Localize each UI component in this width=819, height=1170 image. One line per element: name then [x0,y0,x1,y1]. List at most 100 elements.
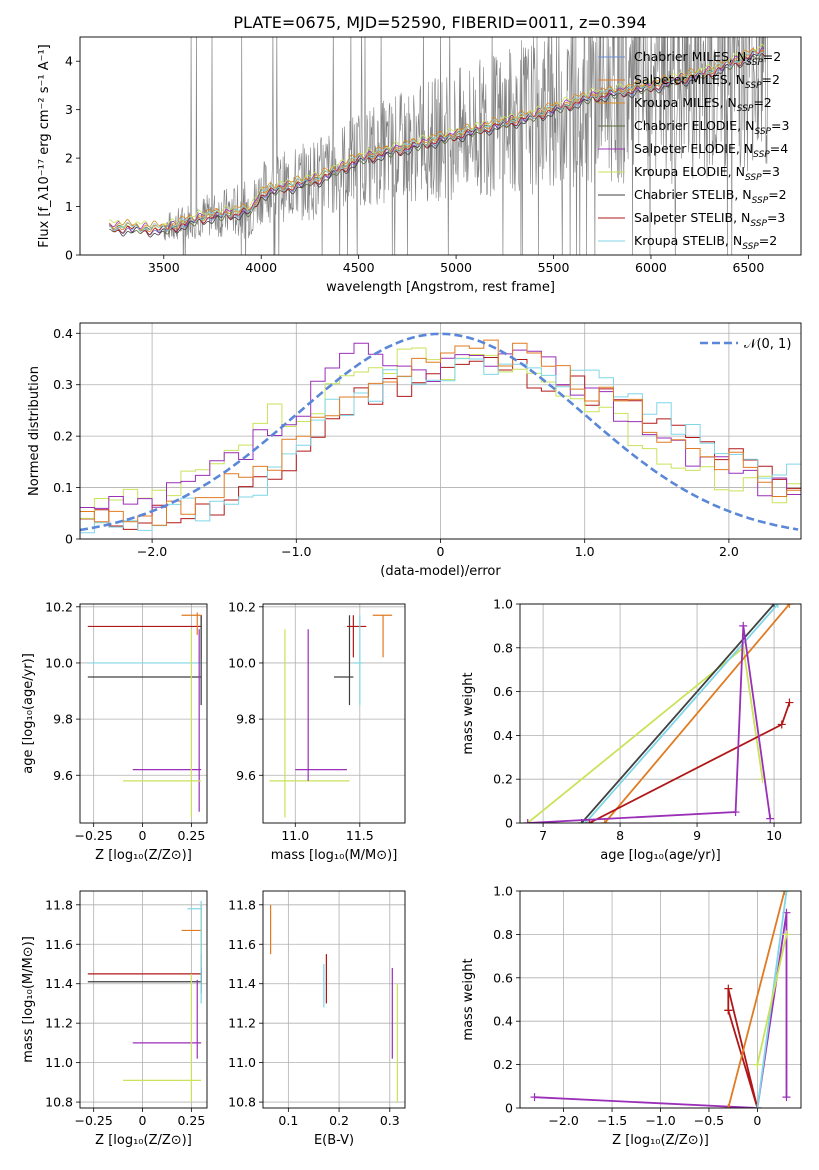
legend-subscript: SSP [745,81,762,91]
legend-subscript: SSP [745,173,762,183]
x-tick-label: −2.0 [548,1113,578,1128]
axes-frame [79,322,802,540]
x-tick-label: 0.25 [177,828,205,843]
plot-area [80,332,801,534]
legend-nssp: =3 [762,164,780,179]
weight-marker [773,604,782,608]
x-tick-label: 0 [139,828,147,843]
legend-nssp: =2 [753,95,771,110]
y-tick-label: 0 [505,1101,513,1116]
legend-subscript: SSP [742,242,759,252]
y-tick-label: 0.4 [493,1014,513,1029]
y-tick-label: 1 [65,199,73,214]
x-tick-label: 2.0 [719,544,739,559]
x-axis-label: mass [log₁₀(M/M⊙)] [271,848,398,863]
weight-marker [782,1093,791,1102]
y-tick-label: 0.2 [493,772,513,787]
y-tick-label: 0.4 [493,728,513,743]
x-tick-label: −0.25 [75,828,113,843]
y-tick-label: 1.0 [493,884,513,899]
legend-label: Chabrier MILES, NSSP=2 [634,49,781,68]
histogram-kroupa-stelib [80,358,801,534]
x-axis-label: E(B-V) [314,1133,354,1148]
y-tick-label: 10.8 [228,1095,256,1110]
y-tick-label: 1.0 [493,597,513,612]
x-tick-label: 0.2 [329,1113,349,1128]
legend-nssp: =2 [759,233,777,248]
y-tick-label: 2 [65,151,73,166]
x-axis-label: Z [log₁₀(Z/Z⊙)] [95,848,192,863]
x-tick-label: 0 [139,1113,147,1128]
weight-marker [724,1104,733,1108]
panel-4: 7 8 9 10 0 0.2 0.4 0.6 0.8 1.0 age [log₁₀(age/yr)]… [461,597,802,863]
y-axis-label: mass weight [461,958,476,1040]
legend-subscript: SSP [737,104,754,114]
legend-label: Chabrier STELIB, NSSP=2 [634,187,787,206]
x-tick-label: 7 [539,828,547,843]
panel-3: 11.0 11.5 9.6 9.8 10.0 10.2 mass [log₁₀(M/M⊙)] [228,599,406,863]
x-tick-label: 4000 [245,260,277,275]
axes-frame [519,603,802,824]
figure-title: PLATE=0675, MJD=52590, FIBERID=0011, z=0… [233,13,646,32]
y-tick-label: 0.6 [493,684,513,699]
panel-6: 0.1 0.2 0.3 10.8 11.0 11.2 11.4 11.6 11.8 E(B-V) [228,890,406,1148]
legend-label: Salpeter STELIB, NSSP=3 [634,210,785,229]
y-tick-label: 0.4 [53,326,73,341]
panel-5: −0.25 0 0.25 10.8 11.0 11.2 11.4 11.6 11.8 Z [log… [21,890,208,1148]
x-tick-label: 10 [766,828,782,843]
weight-marker [753,1060,762,1069]
y-tick-label: 0 [65,248,73,263]
weight-marker [782,930,791,939]
axes-frame [519,890,802,1109]
y-tick-label: 0.2 [53,429,73,444]
weight-marker [724,984,733,993]
observed-spectrum [163,37,768,255]
y-tick-label: 0.2 [493,1057,513,1072]
plot-area [87,612,202,818]
x-tick-label: 6500 [732,260,764,275]
legend-nssp: =4 [770,141,788,156]
x-tick-label: −2.0 [137,544,167,559]
weight-line [604,604,791,823]
panel-2: −0.25 0 0.25 9.6 9.8 10.0 10.2 Z [log₁₀(Z/Z⊙)] a… [21,599,208,863]
legend-subscript: SSP [746,58,763,68]
legend-label: Kroupa ELODIE, NSSP=3 [634,164,780,183]
legend-subscript: SSP [753,150,770,160]
x-tick-label: 6000 [635,260,667,275]
x-tick-label: −0.25 [75,1113,113,1128]
legend-nssp: =2 [762,72,780,87]
y-tick-label: 4 [65,54,73,69]
y-tick-label: 11.2 [228,1016,256,1031]
legend-label: Chabrier ELODIE, NSSP=3 [634,118,789,137]
x-tick-label: 0.25 [177,1113,205,1128]
weight-marker [782,891,791,895]
y-tick-label: 9.8 [53,712,73,727]
legend-subscript: SSP [754,127,771,137]
y-tick-label: 10.0 [45,655,73,670]
x-tick-label: −1.0 [281,544,311,559]
weight-marker [731,808,740,817]
weight-marker [739,621,748,630]
x-tick-label: −1.0 [645,1113,675,1128]
y-tick-label: 11.6 [45,937,73,952]
x-tick-label: −0.5 [694,1113,724,1128]
weight-line [584,604,779,823]
y-tick-label: 11.8 [228,897,256,912]
legend-label: Kroupa STELIB, NSSP=2 [634,233,777,252]
x-tick-label: 5500 [538,260,570,275]
panel-7: −2.0 −1.5 −1.0 −0.5 0 0 0.2 0.4 0.6 0.8 1.0 Z [log₁… [461,884,802,1148]
y-tick-label: 11.4 [45,976,73,991]
weight-marker [724,1006,733,1015]
normal-curve [80,332,799,532]
weight-line [727,891,786,1108]
panel-0: 3500 4000 4500 5000 5500 6000 6500 0 1 2 3 4 wavelen… [37,36,802,295]
legend-subscript: SSP [752,196,769,206]
y-axis-label: mass weight [461,672,476,754]
x-tick-label: 0.1 [278,1113,298,1128]
weight-marker [785,698,794,707]
axes-frame [262,890,406,1109]
weight-line [527,625,772,823]
weight-line [756,934,788,1065]
x-tick-label: 11.0 [281,828,309,843]
weight-marker [530,1093,539,1102]
